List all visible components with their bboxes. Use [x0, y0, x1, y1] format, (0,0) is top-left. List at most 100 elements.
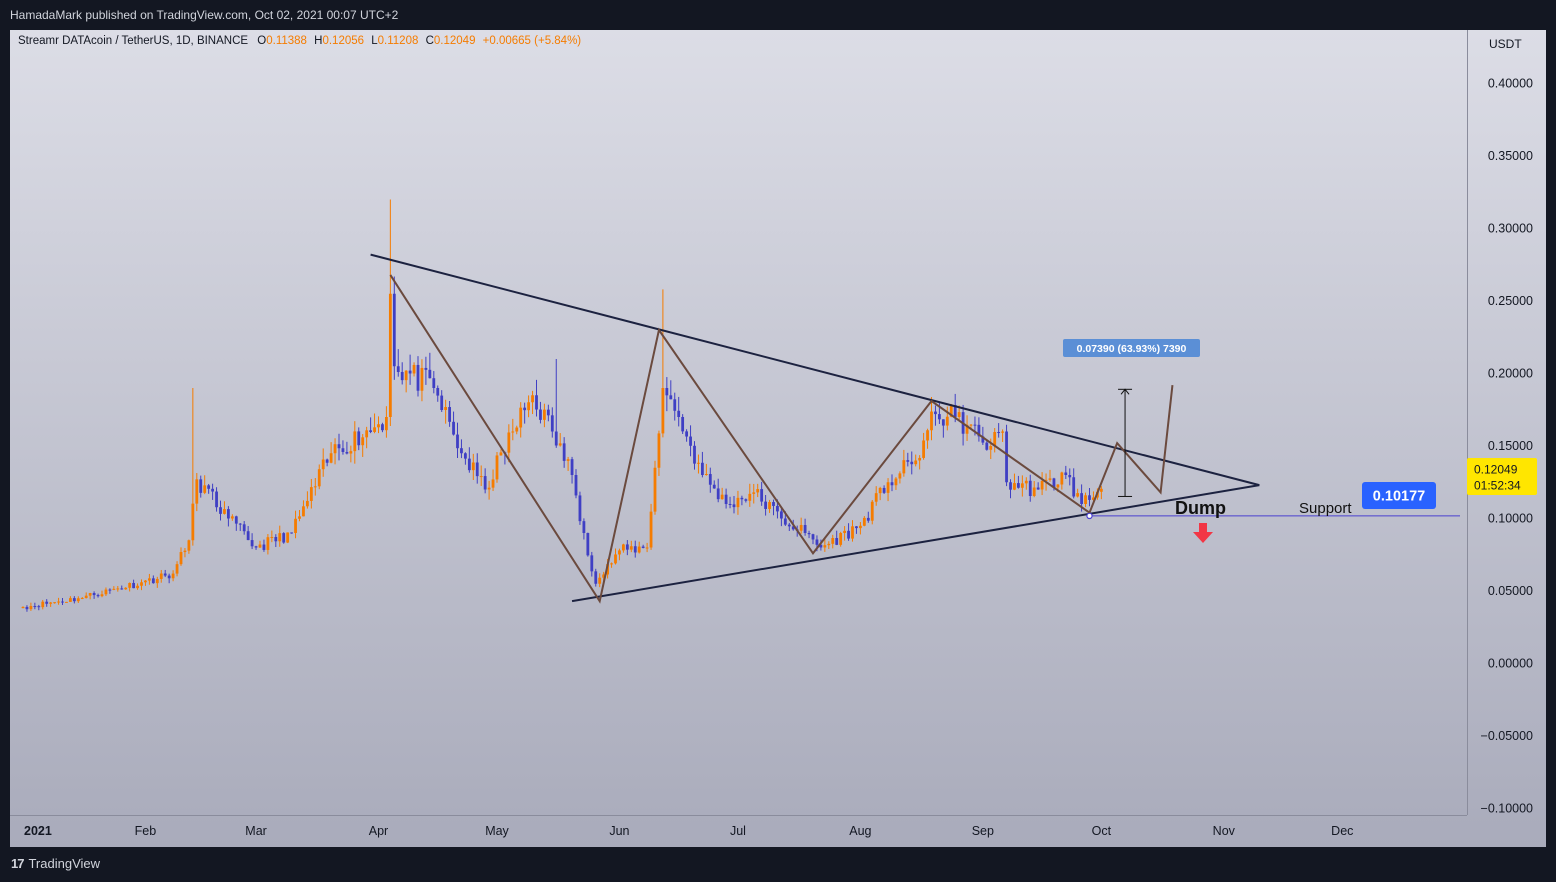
candle-body	[388, 293, 392, 417]
candle-body	[843, 530, 846, 534]
candle-body	[866, 517, 870, 521]
candle-body	[1088, 495, 1091, 500]
candle-body	[120, 588, 124, 590]
candle-body	[69, 598, 72, 602]
candle-body	[1005, 431, 1008, 483]
candle-body	[1001, 431, 1004, 433]
candle-body	[847, 530, 850, 539]
candle-body	[894, 478, 898, 486]
candle-body	[906, 460, 910, 462]
triangle-lower-trendline	[571, 484, 1260, 603]
candle-body	[637, 546, 641, 553]
time-tick-label: Mar	[245, 824, 267, 838]
candle-body	[941, 419, 945, 426]
candle-body	[432, 378, 436, 388]
candle-body	[926, 430, 929, 441]
symbol-legend[interactable]: Streamr DATAcoin / TetherUS, 1D, BINANCE…	[18, 35, 581, 47]
legend-close-label: C	[425, 35, 434, 47]
candle-body	[653, 467, 657, 512]
candle-body	[84, 595, 88, 599]
chart-panel[interactable]: 0.07390 (63.93%) 7390 0.40000 0.35000 0.30…	[10, 30, 1546, 847]
time-axis-labels: 2021 Feb Mar Apr May Jun Jul Aug Sep Oct Nov Dec	[24, 824, 1353, 838]
candle-body	[665, 388, 669, 396]
candle-body	[570, 459, 574, 475]
measure-label: 0.07390 (63.93%) 7390	[1077, 343, 1187, 355]
candle-body	[539, 409, 542, 420]
candle-body	[914, 460, 918, 465]
candle-body	[369, 430, 372, 432]
candle-body	[92, 593, 96, 596]
measure-label-box	[1063, 339, 1200, 357]
candle-body	[953, 405, 957, 417]
candle-body	[981, 436, 985, 443]
candle-body	[776, 505, 779, 512]
candle-body	[404, 370, 408, 381]
candle-body	[898, 473, 902, 479]
candle-body	[37, 606, 41, 608]
candle-body	[764, 501, 767, 509]
candle-body	[72, 598, 76, 602]
candle-body	[859, 525, 862, 529]
candle-body	[625, 544, 629, 550]
candle-body	[151, 578, 155, 584]
candle-body	[424, 367, 428, 370]
candle-body	[807, 533, 811, 535]
candle-body	[803, 525, 807, 533]
candle-body	[45, 601, 49, 604]
candle-body	[25, 606, 29, 610]
drawings-layer: 0.07390 (63.93%) 7390	[370, 253, 1460, 604]
candle-body	[622, 544, 625, 551]
candle-body	[329, 453, 333, 463]
candle-body	[566, 459, 570, 461]
candle-body	[112, 588, 116, 590]
candle-body	[242, 524, 246, 532]
candle-body	[385, 417, 388, 431]
candle-body	[108, 589, 112, 591]
time-tick-label: Sep	[972, 824, 994, 838]
candle-body	[669, 395, 673, 400]
time-tick-label: Nov	[1213, 824, 1236, 838]
candle-body	[136, 585, 139, 589]
candle-body	[728, 504, 732, 505]
candle-body	[452, 421, 455, 435]
candle-body	[365, 430, 369, 438]
candle-body	[546, 409, 550, 416]
candle-body	[479, 476, 483, 478]
candle-body	[783, 518, 787, 525]
candle-body	[1040, 480, 1044, 490]
candle-body	[313, 486, 317, 488]
candle-body	[649, 511, 653, 548]
candle-body	[870, 501, 874, 521]
candle-body	[317, 469, 321, 487]
last-price-value: 0.12049	[1474, 463, 1518, 477]
candle-body	[1020, 483, 1024, 488]
candle-body	[80, 598, 84, 600]
legend-open-value: 0.11388	[266, 35, 307, 47]
candle-body	[227, 509, 230, 519]
candle-body	[353, 431, 357, 452]
dump-label: Dump	[1175, 498, 1226, 518]
candle-body	[1072, 477, 1076, 497]
support-price-value: 0.10177	[1373, 489, 1425, 505]
tradingview-brand-text: TradingView	[28, 856, 101, 871]
legend-close-value: 0.12049	[433, 35, 476, 47]
chart-canvas[interactable]: 0.07390 (63.93%) 7390 0.40000 0.35000 0.30…	[10, 30, 1546, 847]
candle-body	[333, 444, 337, 454]
candle-body	[997, 432, 1001, 434]
candle-body	[965, 424, 969, 434]
candle-body	[483, 476, 487, 490]
candle-body	[886, 482, 890, 493]
candle-body	[400, 371, 404, 381]
candle-body	[550, 415, 554, 432]
price-tick-label: −0.10000	[1481, 802, 1534, 816]
candle-body	[104, 589, 108, 595]
tradingview-brand[interactable]: 17 TradingView	[11, 856, 100, 871]
candle-body	[448, 407, 451, 422]
candle-body	[361, 437, 365, 446]
candle-body	[938, 414, 941, 420]
candle-body	[819, 544, 823, 548]
candle-body	[306, 500, 309, 507]
last-price-countdown: 01:52:34	[1474, 479, 1521, 493]
candle-body	[495, 455, 499, 480]
support-price-badge	[1362, 482, 1436, 509]
